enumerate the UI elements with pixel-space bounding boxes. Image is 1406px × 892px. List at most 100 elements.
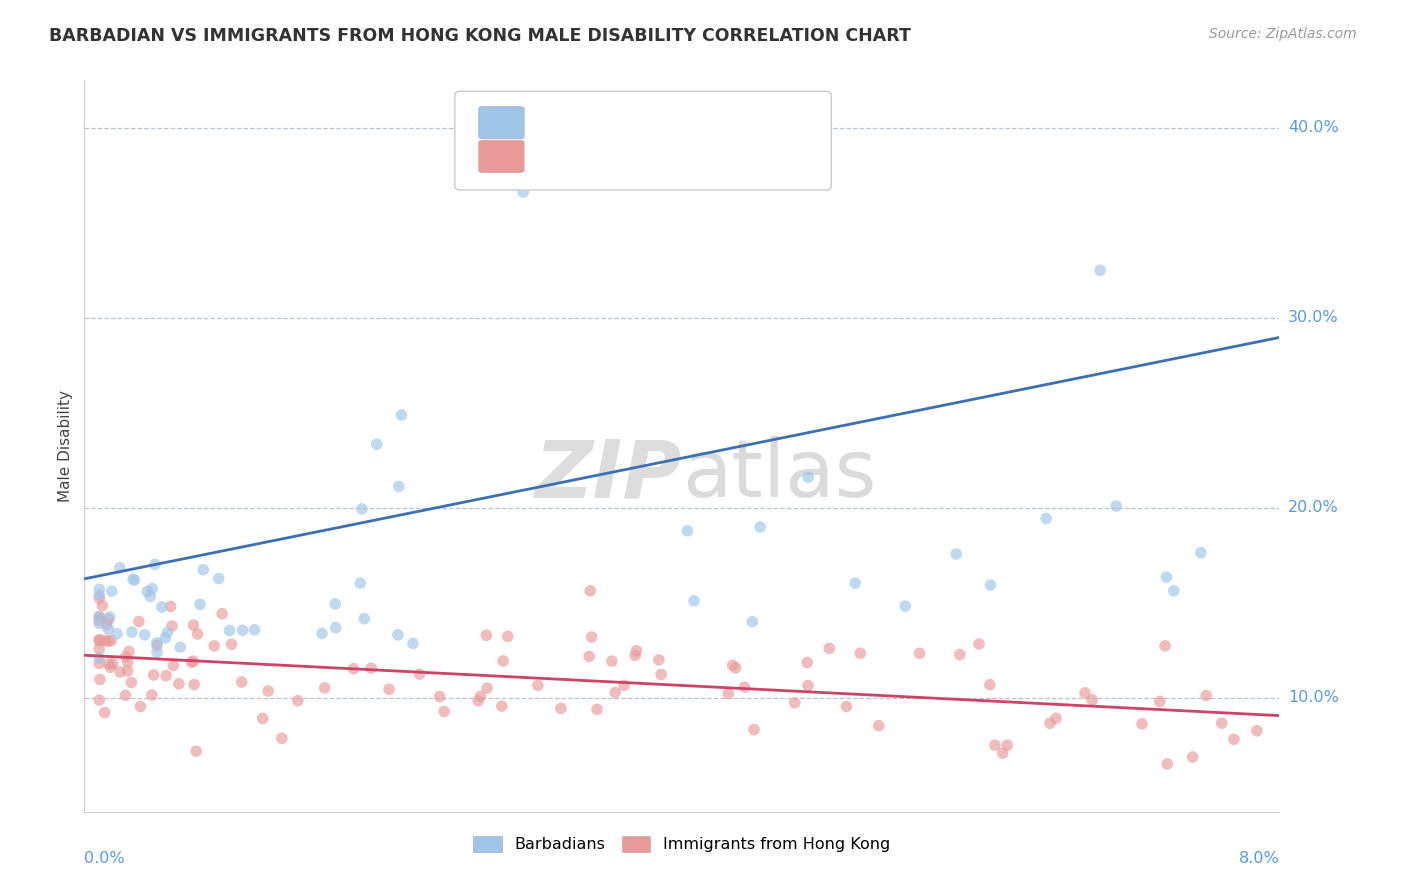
- Text: 20.0%: 20.0%: [1288, 500, 1339, 516]
- Point: [470, 690, 492, 704]
- Point: [868, 719, 890, 733]
- Point: [626, 644, 648, 658]
- Text: 10.0%: 10.0%: [1288, 690, 1339, 706]
- Point: [408, 667, 430, 681]
- FancyBboxPatch shape: [479, 107, 524, 139]
- Point: [142, 668, 165, 682]
- Point: [360, 661, 382, 675]
- Point: [183, 677, 205, 691]
- Point: [1211, 716, 1233, 731]
- Point: [550, 701, 572, 715]
- Point: [1156, 570, 1178, 584]
- Point: [797, 470, 820, 484]
- Point: [908, 646, 931, 660]
- Point: [984, 738, 1007, 752]
- Point: [150, 600, 173, 615]
- Point: [136, 584, 159, 599]
- Point: [1130, 717, 1153, 731]
- Point: [202, 639, 225, 653]
- Point: [1223, 732, 1246, 747]
- Point: [1181, 750, 1204, 764]
- Point: [114, 649, 136, 664]
- Point: [579, 583, 602, 598]
- Text: BARBADIAN VS IMMIGRANTS FROM HONG KONG MALE DISABILITY CORRELATION CHART: BARBADIAN VS IMMIGRANTS FROM HONG KONG M…: [49, 27, 911, 45]
- Point: [516, 173, 538, 187]
- Text: 65: 65: [718, 113, 742, 132]
- Point: [89, 609, 111, 624]
- Point: [1195, 689, 1218, 703]
- Text: -0.220: -0.220: [596, 147, 661, 165]
- Point: [117, 655, 139, 669]
- Point: [129, 699, 152, 714]
- Point: [323, 597, 346, 611]
- Point: [387, 628, 409, 642]
- Point: [100, 633, 122, 648]
- Point: [967, 637, 990, 651]
- Point: [389, 408, 412, 422]
- Point: [475, 628, 498, 642]
- Text: Source: ZipAtlas.com: Source: ZipAtlas.com: [1209, 27, 1357, 41]
- Point: [287, 693, 309, 707]
- Point: [218, 624, 240, 638]
- Point: [605, 685, 627, 699]
- Point: [741, 615, 763, 629]
- Point: [818, 641, 841, 656]
- Point: [143, 558, 166, 572]
- Text: 40.0%: 40.0%: [1288, 120, 1339, 136]
- Point: [429, 690, 451, 704]
- Point: [749, 520, 772, 534]
- Point: [388, 479, 411, 493]
- Point: [980, 578, 1002, 592]
- Point: [146, 636, 169, 650]
- Point: [1045, 711, 1067, 725]
- Point: [89, 614, 111, 628]
- Point: [89, 616, 111, 631]
- Point: [849, 646, 872, 660]
- Point: [894, 599, 917, 613]
- Text: 8.0%: 8.0%: [1239, 851, 1279, 865]
- Point: [1189, 546, 1212, 560]
- Point: [648, 653, 671, 667]
- Point: [114, 689, 136, 703]
- Point: [89, 610, 111, 624]
- Point: [89, 582, 111, 597]
- Point: [89, 693, 111, 707]
- FancyBboxPatch shape: [479, 140, 524, 172]
- Point: [100, 660, 122, 674]
- Point: [349, 576, 371, 591]
- Point: [193, 563, 215, 577]
- Point: [243, 623, 266, 637]
- Point: [783, 696, 806, 710]
- Point: [91, 599, 114, 613]
- Point: [118, 644, 141, 658]
- Point: [146, 645, 169, 659]
- Point: [257, 684, 280, 698]
- Point: [835, 699, 858, 714]
- Point: [314, 681, 336, 695]
- Point: [797, 679, 820, 693]
- Point: [1081, 693, 1104, 707]
- Point: [311, 626, 333, 640]
- Point: [122, 572, 145, 586]
- Point: [162, 658, 184, 673]
- Text: 109: 109: [718, 147, 755, 165]
- Point: [89, 641, 111, 656]
- Point: [543, 144, 565, 158]
- Point: [477, 681, 499, 695]
- Point: [89, 651, 111, 665]
- Point: [1090, 263, 1112, 277]
- Point: [796, 656, 818, 670]
- Point: [108, 665, 131, 679]
- Point: [160, 619, 183, 633]
- Legend: Barbadians, Immigrants from Hong Kong: Barbadians, Immigrants from Hong Kong: [467, 830, 897, 859]
- Point: [139, 590, 162, 604]
- Point: [101, 657, 124, 671]
- Text: 0.351: 0.351: [596, 113, 652, 132]
- Text: 30.0%: 30.0%: [1288, 310, 1339, 326]
- Point: [155, 631, 177, 645]
- Point: [492, 654, 515, 668]
- Point: [613, 678, 636, 692]
- Point: [562, 52, 585, 66]
- Point: [366, 437, 388, 451]
- Point: [1154, 639, 1177, 653]
